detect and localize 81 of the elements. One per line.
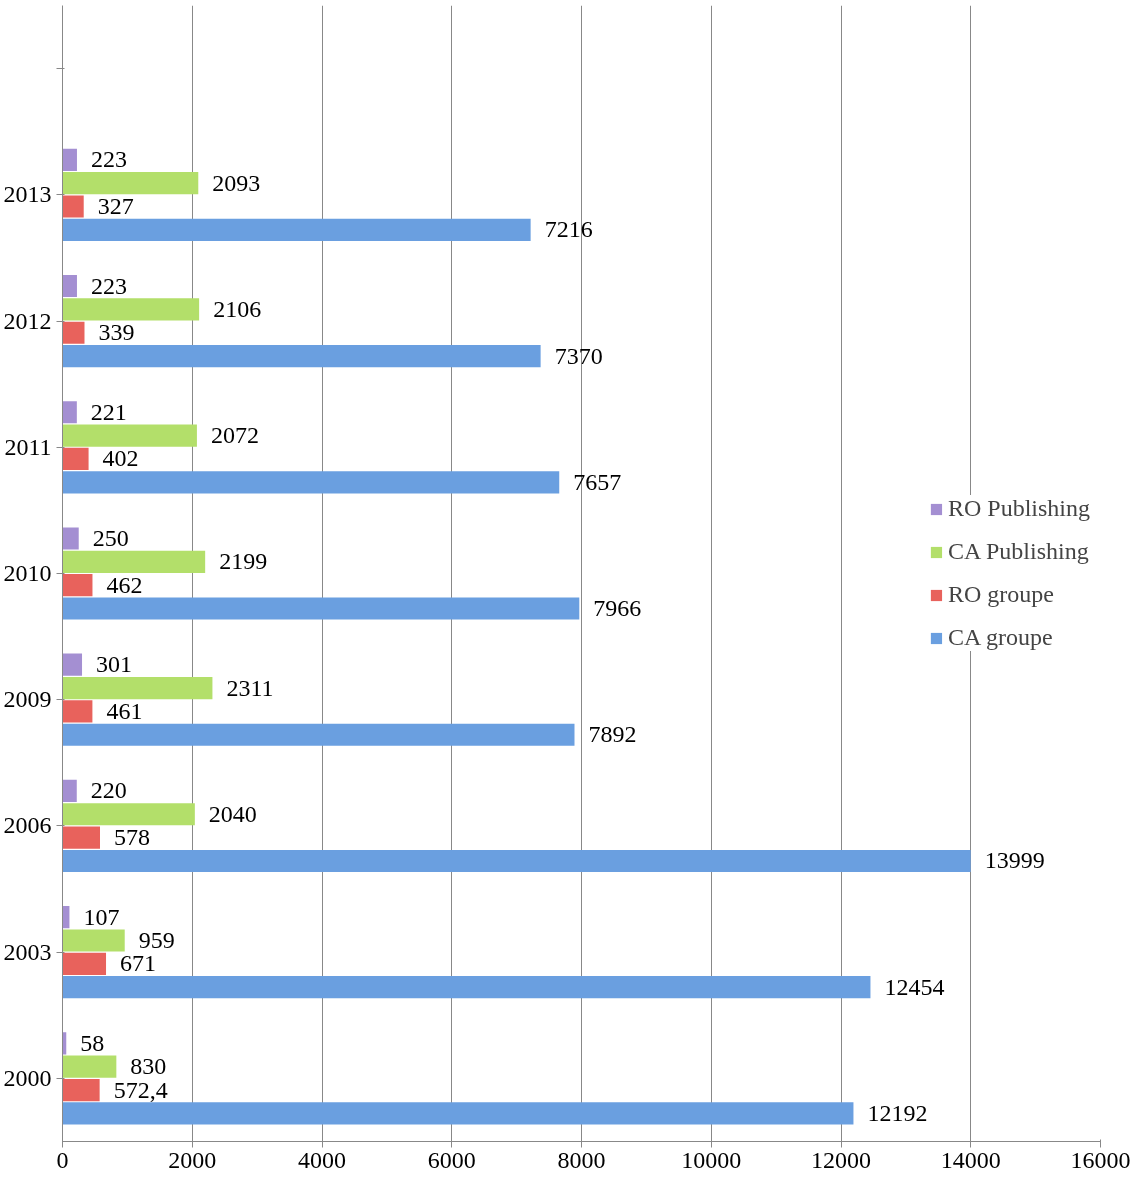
- legend-label: CA groupe: [947, 624, 1053, 651]
- bar: [62, 1102, 854, 1125]
- data-label: 13999: [984, 847, 1045, 874]
- x-tick-label: 12000: [811, 1146, 871, 1173]
- y-tick-label: 2000: [3, 1064, 52, 1091]
- y-tick-label: 2012: [3, 307, 52, 334]
- data-label: 339: [98, 319, 135, 346]
- y-tick-label: 2013: [3, 181, 52, 208]
- data-label: 461: [106, 697, 143, 724]
- bar: [62, 929, 125, 952]
- bar: [62, 344, 541, 368]
- data-label: 959: [138, 926, 175, 953]
- bar: [62, 298, 200, 321]
- bar: [62, 849, 971, 873]
- bar: [62, 447, 89, 471]
- data-label: 301: [96, 651, 133, 678]
- data-label: 2093: [212, 169, 261, 196]
- y-tick-label: 2009: [3, 686, 52, 713]
- data-label: 12454: [884, 973, 945, 1000]
- data-label: 2199: [219, 548, 268, 575]
- legend-label: CA Publishing: [947, 538, 1089, 565]
- data-label: 250: [92, 524, 129, 551]
- bar: [62, 700, 93, 723]
- bar: [62, 274, 77, 298]
- bar: [62, 471, 560, 494]
- y-tick-label: 2011: [4, 433, 52, 460]
- legend-label: RO Publishing: [947, 495, 1090, 522]
- data-label: 58: [80, 1029, 105, 1056]
- y-tick-label: 2003: [3, 938, 52, 965]
- x-tick-label: 14000: [940, 1146, 1001, 1173]
- bar: [62, 676, 213, 700]
- bar: [62, 952, 107, 975]
- x-tick-label: 10000: [681, 1146, 742, 1173]
- bar: [62, 218, 531, 241]
- data-label: 2106: [213, 295, 262, 322]
- data-label: 220: [90, 777, 127, 804]
- bar: [62, 321, 85, 344]
- bar: [62, 653, 83, 676]
- data-label: 7892: [588, 721, 637, 748]
- data-label: 223: [90, 146, 127, 173]
- data-label: 7657: [573, 468, 622, 495]
- bar: [62, 826, 100, 849]
- bar: [62, 424, 197, 447]
- data-label: 223: [90, 272, 127, 299]
- bar: [62, 1078, 100, 1102]
- data-label: 12192: [867, 1099, 928, 1126]
- data-label: 327: [97, 193, 134, 220]
- bar: [62, 1055, 117, 1078]
- data-label: 578: [114, 824, 150, 851]
- bar: [62, 172, 199, 195]
- bar: [62, 723, 575, 746]
- bar: [62, 597, 580, 620]
- bar: [62, 779, 77, 803]
- bar: [62, 976, 871, 999]
- x-tick-label: 4000: [298, 1146, 346, 1173]
- y-tick-label: 2006: [3, 812, 52, 839]
- data-label: 107: [83, 903, 120, 930]
- x-tick-label: 0: [56, 1146, 69, 1173]
- data-label: 671: [120, 950, 157, 977]
- bar: [62, 401, 77, 424]
- data-label: 7966: [593, 595, 642, 622]
- data-label: 402: [102, 445, 139, 472]
- bar: [62, 574, 93, 597]
- x-tick-label: 16000: [1070, 1146, 1131, 1173]
- data-label: 7216: [544, 216, 593, 243]
- data-label: 7370: [554, 342, 603, 369]
- x-tick-label: 2000: [168, 1146, 217, 1173]
- bar: [62, 527, 79, 550]
- x-tick-label: 6000: [427, 1146, 476, 1173]
- bar: [62, 148, 77, 171]
- data-label: 2072: [210, 422, 259, 449]
- x-tick-label: 8000: [557, 1146, 606, 1173]
- data-label: 221: [90, 398, 127, 425]
- data-label: 462: [106, 571, 143, 598]
- bar: [62, 550, 206, 573]
- bar: [62, 803, 195, 826]
- bar: [62, 195, 84, 218]
- data-label: 2311: [226, 674, 274, 701]
- data-label: 2040: [208, 800, 257, 827]
- legend-label: RO groupe: [947, 581, 1054, 608]
- y-tick-label: 2010: [3, 560, 52, 586]
